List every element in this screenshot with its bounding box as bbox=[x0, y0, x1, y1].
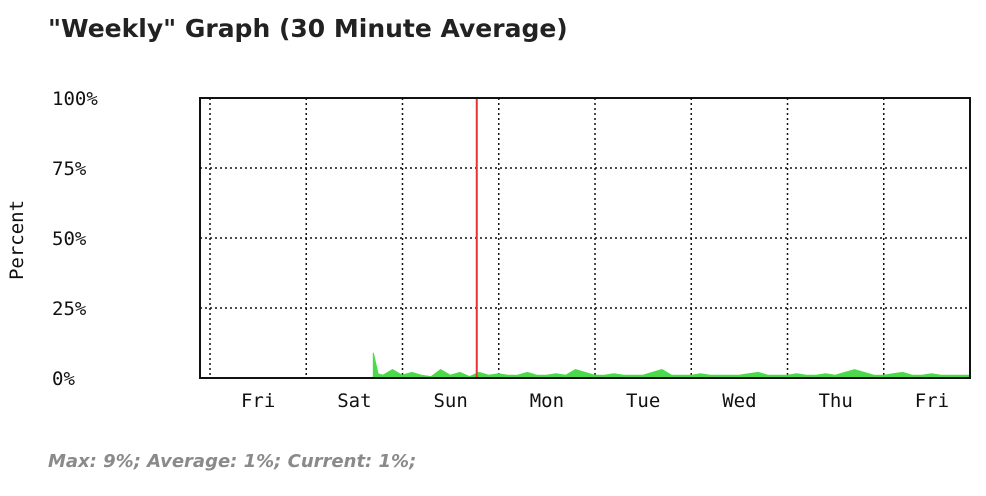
grid-layer bbox=[200, 98, 970, 378]
series-layer bbox=[372, 352, 971, 379]
x-tick-labels: Fri Sat Sun Mon Tue Wed Thu Fri bbox=[241, 390, 949, 412]
weekly-chart: 0%25%50%75%100% Fri Sat Sun Mon Tue Wed Thu Fri… bbox=[6, 88, 971, 412]
plot-frame bbox=[199, 97, 971, 379]
x-tick-label: Fri bbox=[241, 390, 275, 412]
page-title: "Weekly" Graph (30 Minute Average) bbox=[48, 14, 568, 43]
x-tick-label: Mon bbox=[530, 390, 564, 412]
x-tick-label: Thu bbox=[818, 390, 852, 412]
y-tick-label: 25% bbox=[52, 298, 87, 320]
y-tick-labels: 0% 25% 50% 75% 100% bbox=[52, 88, 98, 390]
x-tick-label: Wed bbox=[722, 390, 756, 412]
x-tick-label: Sun bbox=[433, 390, 467, 412]
y-tick-label: 100% bbox=[52, 88, 98, 110]
stats-line: Max: 9%; Average: 1%; Current: 1%; bbox=[48, 451, 417, 472]
series-area bbox=[372, 352, 971, 379]
y-tick-label: 0% bbox=[52, 368, 75, 390]
y-tick-label: 50% bbox=[52, 228, 87, 250]
y-axis-label: Percent bbox=[6, 200, 28, 280]
x-tick-label: Fri bbox=[915, 390, 949, 412]
y-tick-label: 75% bbox=[52, 158, 87, 180]
x-tick-label: Sat bbox=[337, 390, 371, 412]
x-tick-label: Tue bbox=[626, 390, 660, 412]
